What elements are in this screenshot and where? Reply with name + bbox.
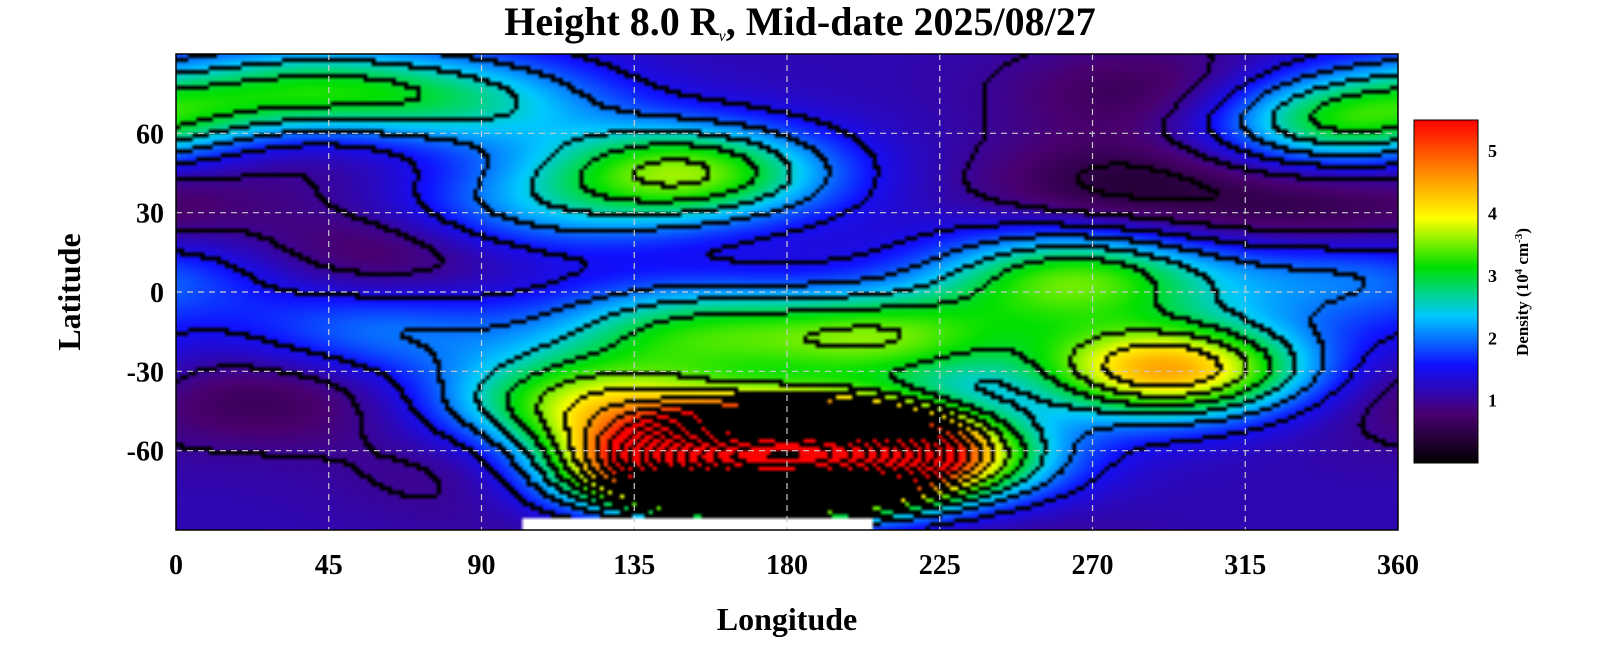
colorbar-tick-label: 4: [1488, 204, 1497, 224]
chart-title: Height 8.0 Rν, Mid-date 2025/08/27: [504, 0, 1096, 45]
x-tick-label: 180: [766, 550, 808, 581]
x-tick-label: 225: [919, 550, 961, 581]
colorbar-tick-label: 5: [1488, 141, 1497, 161]
grid-lines: [176, 54, 1398, 530]
x-tick-label: 315: [1224, 550, 1266, 581]
plot-frame: [175, 53, 1399, 531]
colorbar-tick-label: 1: [1488, 391, 1497, 411]
y-tick-label: 60: [136, 119, 164, 150]
x-tick-label: 45: [315, 550, 343, 581]
colorbar-tick-label: 2: [1488, 328, 1497, 348]
x-tick-label: 270: [1072, 550, 1114, 581]
y-tick-label: 0: [150, 278, 164, 309]
y-tick-labels: 60 30 0 -30 -60: [127, 119, 164, 467]
colorbar: [1413, 119, 1479, 464]
x-tick-label: 135: [613, 550, 655, 581]
x-axis-label: Longitude: [717, 601, 857, 637]
y-tick-label: 30: [136, 199, 164, 230]
x-tick-label: 90: [468, 550, 496, 581]
x-tick-label: 360: [1377, 550, 1419, 581]
y-axis-label: Latitude: [51, 233, 87, 350]
y-tick-label: -60: [127, 437, 164, 468]
x-tick-label: 0: [169, 550, 183, 581]
x-tick-labels: 0 45 90 135 180 225 270 315 360: [169, 550, 1419, 581]
y-tick-label: -30: [127, 357, 164, 388]
colorbar-tick-label: 3: [1488, 266, 1497, 286]
colorbar-ticks: 1 2 3 4 5: [1488, 141, 1497, 410]
colorbar-label: Density (104 cm-3): [1513, 228, 1532, 356]
